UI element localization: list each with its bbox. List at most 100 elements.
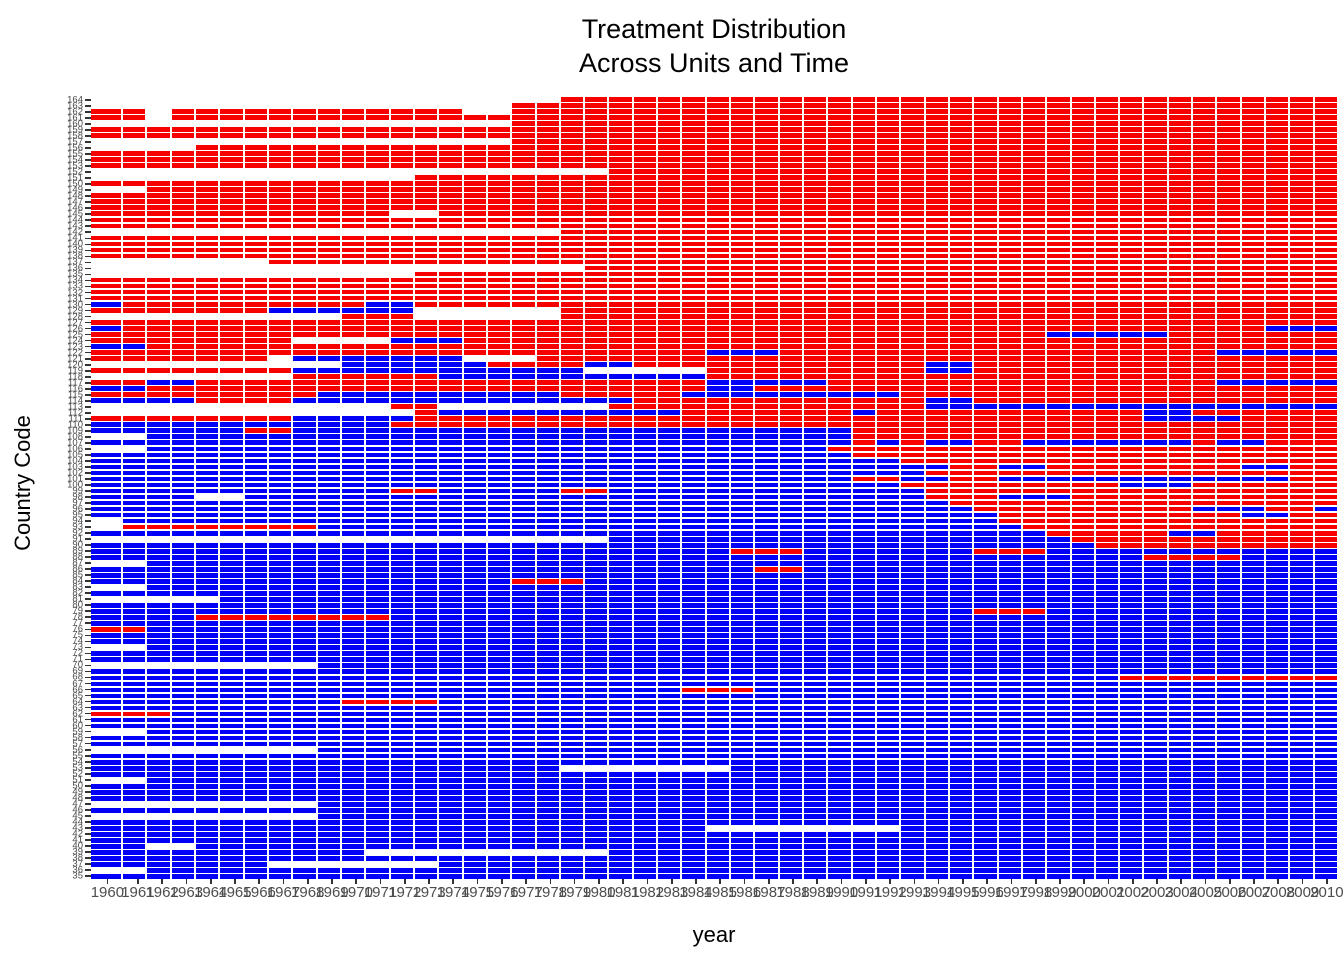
heatmap-cell — [1193, 567, 1216, 572]
heatmap-cell — [560, 344, 584, 349]
heatmap-cell — [1047, 223, 1070, 229]
heatmap-cell — [1022, 295, 1046, 301]
heatmap-cell — [390, 193, 413, 199]
heatmap-cell — [317, 277, 340, 283]
heatmap-cell — [317, 223, 340, 229]
heatmap-cell — [463, 452, 486, 458]
heatmap-cell — [536, 591, 559, 596]
heatmap-cell — [974, 422, 997, 428]
heatmap-cell — [1071, 609, 1094, 614]
heatmap-cell — [439, 338, 462, 343]
heatmap-cell — [196, 325, 219, 331]
heatmap-cell — [1217, 573, 1240, 578]
heatmap-cell — [341, 241, 365, 247]
heatmap-cell — [341, 567, 365, 572]
heatmap-cell — [682, 319, 705, 325]
y-tick — [85, 580, 91, 583]
heatmap-cell — [414, 651, 438, 657]
heatmap-cell — [1290, 368, 1313, 373]
heatmap-cell — [706, 356, 730, 361]
heatmap-cell — [1193, 103, 1216, 108]
heatmap-cell — [414, 518, 438, 524]
heatmap-cell — [317, 506, 340, 512]
heatmap-cell — [244, 133, 268, 138]
heatmap-cell — [1314, 542, 1337, 548]
heatmap-cell — [1144, 422, 1167, 428]
heatmap-cell — [1071, 265, 1094, 271]
heatmap-cell — [1022, 561, 1046, 566]
heatmap-cell — [147, 536, 170, 542]
heatmap-cell — [171, 344, 195, 349]
heatmap-cell — [536, 464, 559, 470]
heatmap-cell — [463, 307, 486, 313]
y-tick — [85, 706, 91, 709]
heatmap-cell — [609, 633, 632, 638]
heatmap-cell — [536, 229, 559, 235]
heatmap-cell — [171, 181, 195, 186]
heatmap-cell — [244, 506, 268, 512]
heatmap-cell — [171, 163, 195, 168]
heatmap-cell — [585, 518, 608, 524]
heatmap-cell — [317, 416, 340, 422]
heatmap-cell — [682, 591, 705, 596]
heatmap-cell — [147, 567, 170, 572]
heatmap-cell — [487, 271, 511, 277]
heatmap-cell — [414, 470, 438, 476]
heatmap-cell — [731, 368, 754, 373]
heatmap-cell — [439, 344, 462, 349]
heatmap-cell — [828, 313, 851, 319]
y-tick-label: 127 — [67, 317, 83, 329]
heatmap-cell — [317, 380, 340, 385]
heatmap-cell — [998, 301, 1021, 307]
heatmap-cell — [536, 554, 559, 560]
heatmap-cell — [901, 573, 924, 578]
heatmap-cell — [512, 530, 535, 536]
heatmap-cell — [366, 609, 389, 614]
heatmap-cell — [609, 561, 632, 566]
heatmap-cell — [1314, 265, 1337, 271]
heatmap-cell — [755, 579, 778, 584]
heatmap-cell — [609, 362, 632, 367]
heatmap-cell — [658, 356, 681, 361]
heatmap-cell — [1095, 440, 1119, 446]
heatmap-cell — [317, 241, 340, 247]
heatmap-cell — [998, 211, 1021, 217]
heatmap-cell — [414, 639, 438, 644]
heatmap-cell — [269, 307, 292, 313]
heatmap-cell — [487, 368, 511, 373]
heatmap-cell — [341, 193, 365, 199]
heatmap-cell — [804, 307, 827, 313]
heatmap-cell — [366, 259, 389, 265]
heatmap-cell — [585, 205, 608, 211]
heatmap-cell — [487, 615, 511, 620]
heatmap-cell — [1144, 265, 1167, 271]
heatmap-cell — [779, 482, 803, 488]
heatmap-cell — [925, 241, 948, 247]
heatmap-cell — [731, 338, 754, 343]
heatmap-cell — [463, 380, 486, 385]
heatmap-cell — [414, 567, 438, 572]
heatmap-cell — [1193, 205, 1216, 211]
heatmap-cell — [1022, 434, 1046, 440]
heatmap-cell — [1314, 253, 1337, 259]
heatmap-cell — [633, 500, 657, 506]
heatmap-cell — [1241, 530, 1265, 536]
heatmap-cell — [731, 470, 754, 476]
heatmap-cell — [852, 187, 875, 193]
heatmap-cell — [1144, 307, 1167, 313]
y-tick — [85, 592, 91, 595]
heatmap-cell — [147, 518, 170, 524]
heatmap-cell — [1022, 579, 1046, 584]
heatmap-cell — [1047, 217, 1070, 223]
heatmap-cell — [974, 536, 997, 542]
heatmap-cell — [658, 548, 681, 554]
heatmap-cell — [1095, 579, 1119, 584]
heatmap-cell — [269, 548, 292, 554]
heatmap-cell — [998, 223, 1021, 229]
heatmap-cell — [949, 597, 973, 602]
heatmap-cell — [949, 368, 973, 373]
heatmap-cell — [487, 591, 511, 596]
heatmap-cell — [609, 205, 632, 211]
heatmap-cell — [560, 307, 584, 313]
heatmap-cell — [196, 169, 219, 174]
